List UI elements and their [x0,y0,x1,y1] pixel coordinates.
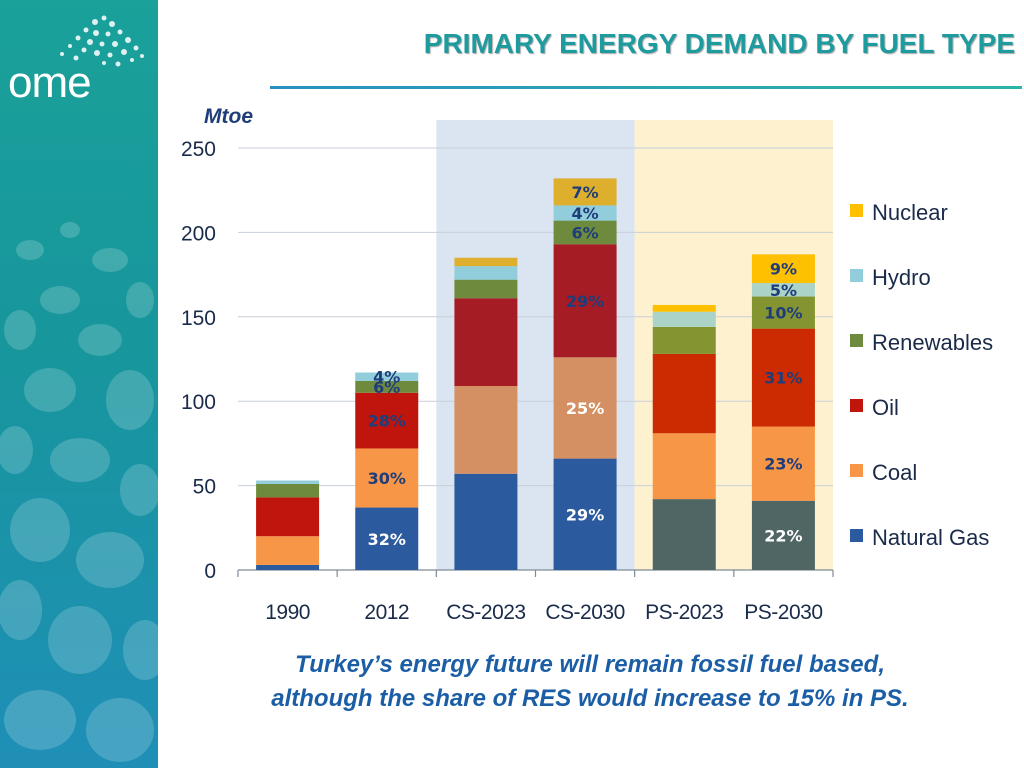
data-label-renewables-1: 6% [373,378,400,397]
bar-hydro-3 [553,205,617,221]
bar-natural-gas-1 [355,507,419,570]
bar-nuclear-3 [553,178,617,206]
brand-sidebar: ome [0,0,158,768]
bar-nuclear-5 [751,254,815,284]
data-label-nuclear-3: 7% [571,183,598,202]
bar-natural-gas-2 [454,473,518,570]
slide-title: PRIMARY ENERGY DEMAND BY FUEL TYPE [423,28,1015,59]
data-label-natural-gas-1: 32% [368,530,406,549]
bar-coal-1 [355,448,419,508]
data-label-coal-5: 23% [764,455,802,474]
bar-hydro-2 [454,266,518,280]
bar-oil-3 [553,244,617,358]
bar-coal-5 [751,426,815,501]
bar-coal-2 [454,386,518,474]
stacked-bar-chart: 050100150200250Mtoe199032%30%28%6%4%2012… [181,105,993,624]
y-axis-label: Mtoe [204,105,253,128]
title-underline [270,86,1022,89]
bar-renewables-2 [454,279,518,299]
bar-renewables-0 [256,483,320,498]
x-tick-label-5: PS-2030 [744,601,822,624]
data-label-hydro-5: 5% [770,281,797,300]
bar-coal-3 [553,357,617,459]
data-label-hydro-1: 4% [373,368,400,387]
data-label-oil-5: 31% [764,369,802,388]
bar-renewables-4 [652,326,716,354]
footer-line-2: although the share of RES would increase… [271,685,909,712]
footer-line-1: Turkey’s energy future will remain fossi… [295,651,885,678]
legend-label-nuclear: Nuclear [872,200,948,225]
bar-natural-gas-3 [553,458,617,570]
bar-oil-4 [652,353,716,434]
data-label-hydro-3: 4% [571,204,598,223]
data-label-natural-gas-3: 29% [566,505,604,524]
y-tick-label-250: 250 [181,138,216,161]
sidebar-bubbles [0,15,158,762]
legend-label-natural-gas: Natural Gas [872,525,989,550]
x-tick-label-2: CS-2023 [446,601,525,624]
legend-swatch-coal [850,464,863,477]
bar-nuclear-2 [454,257,518,267]
bar-renewables-1 [355,380,419,393]
data-label-nuclear-5: 9% [770,260,797,279]
legend-swatch-oil [850,399,863,412]
y-tick-label-150: 150 [181,307,216,330]
legend-label-hydro: Hydro [872,265,931,290]
legend-label-oil: Oil [872,395,899,420]
bar-hydro-0 [256,480,320,484]
bar-natural-gas-0 [256,564,320,570]
bar-natural-gas-4 [652,499,716,570]
bar-nuclear-4 [652,304,716,312]
logo-mark [60,15,144,67]
data-label-coal-1: 30% [368,469,406,488]
y-tick-label-200: 200 [181,222,216,245]
x-tick-label-3: CS-2030 [545,601,624,624]
bar-renewables-3 [553,220,617,245]
data-label-oil-1: 28% [368,412,406,431]
chart-container: 0 50 100 150 200 250 Mtoe 1990 32% 30% 28% 6% 4% 2012… [160,95,1020,640]
data-label-oil-3: 29% [566,292,604,311]
legend-swatch-renewables [850,334,863,347]
y-tick-label-50: 50 [193,476,216,499]
bar-hydro-5 [751,283,815,297]
x-tick-label-0: 1990 [265,601,310,624]
y-tick-label-0: 0 [204,560,216,583]
y-tick-label-100: 100 [181,391,216,414]
bar-renewables-5 [751,296,815,329]
legend-label-renewables: Renewables [872,330,993,355]
legend-swatch-natural-gas [850,529,863,542]
bar-oil-1 [355,392,419,449]
legend-swatch-nuclear [850,204,863,217]
bar-coal-0 [256,536,320,565]
footer-caption: Turkey’s energy future will remain fossi… [190,648,990,716]
bar-coal-4 [652,433,716,500]
legend-swatch-hydro [850,269,863,282]
bar-natural-gas-5 [751,500,815,570]
x-tick-label-1: 2012 [364,601,409,624]
data-label-renewables-5: 10% [764,304,802,323]
data-label-renewables-3: 6% [571,223,598,242]
brand-logo-text: ome [8,58,92,107]
bar-hydro-4 [652,311,716,327]
data-label-natural-gas-5: 22% [764,526,802,545]
data-label-coal-3: 25% [566,399,604,418]
x-tick-label-4: PS-2023 [645,601,723,624]
bar-oil-0 [256,497,320,537]
bar-oil-5 [751,328,815,427]
bar-hydro-1 [355,372,419,381]
legend-label-coal: Coal [872,460,917,485]
bar-oil-2 [454,298,518,387]
